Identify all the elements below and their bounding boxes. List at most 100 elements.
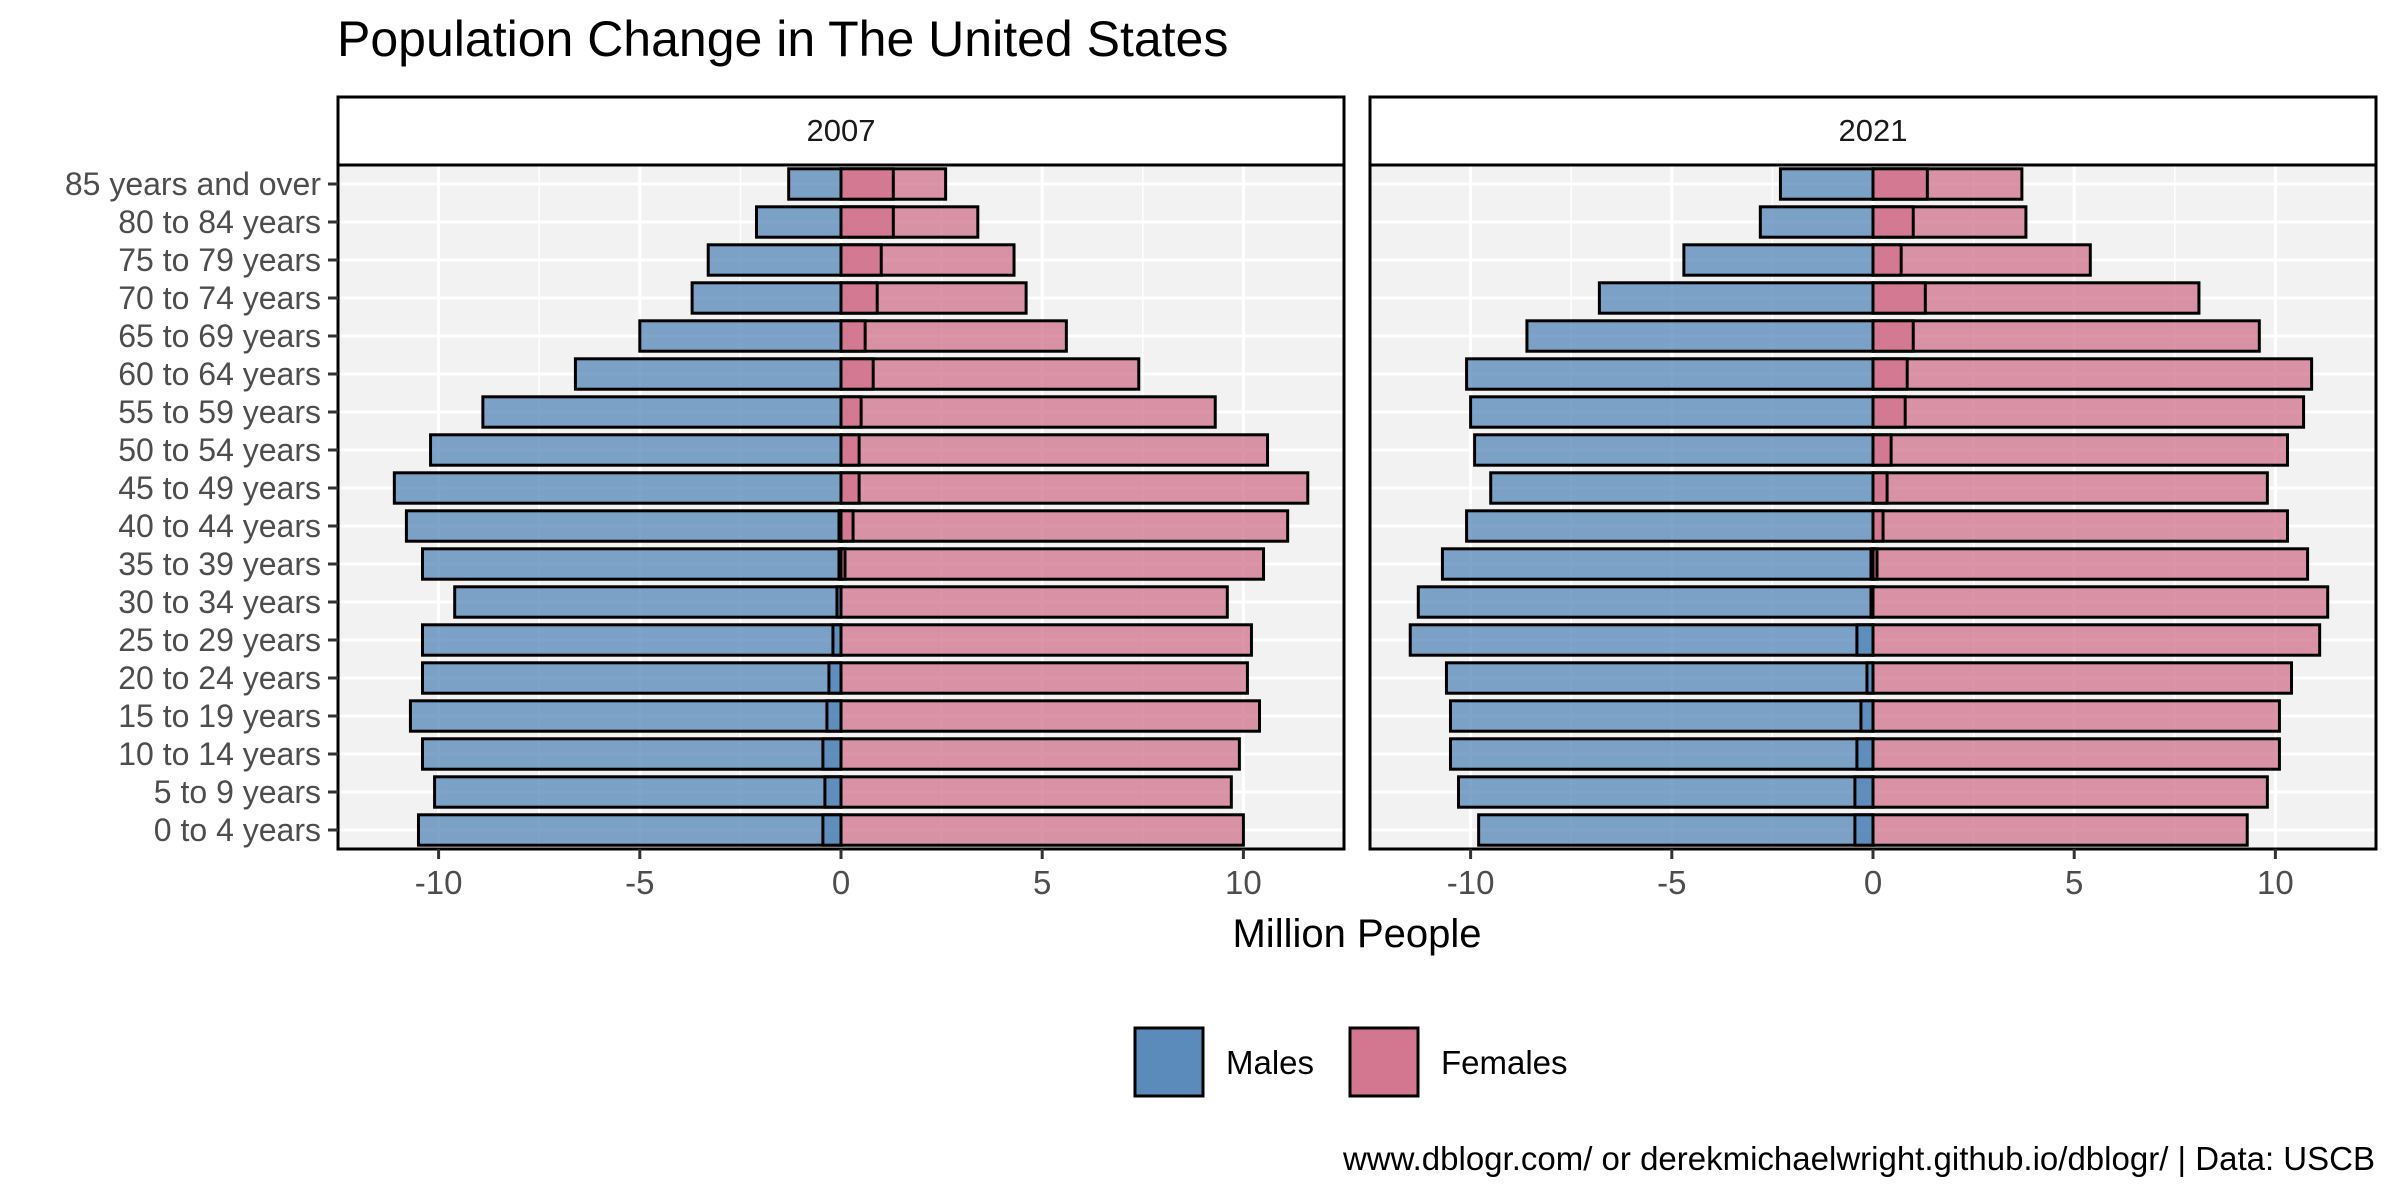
legend-key-males (1133, 1026, 1205, 1098)
overlay-males-2007-5 (831, 623, 843, 657)
bar-females-2007-4 (839, 661, 1249, 695)
overlay-females-2021-12 (1871, 357, 1909, 391)
y-tick-label: 50 to 54 years (118, 432, 321, 468)
strip-box (336, 95, 1346, 167)
bar-females-2007-0 (839, 813, 1245, 847)
bar-males-2007-16 (754, 205, 843, 239)
bar-females-2007-3 (839, 699, 1261, 733)
overlay-males-2021-3 (1859, 699, 1875, 733)
bar-females-2021-5 (1871, 623, 2322, 657)
overlay-males-2021-0 (1853, 813, 1875, 847)
bar-males-2021-6 (1416, 585, 1875, 619)
bar-males-2007-5 (421, 623, 843, 657)
bar-females-2007-7 (839, 547, 1266, 581)
bar-males-2007-7 (421, 547, 843, 581)
overlay-males-2021-1 (1853, 775, 1875, 809)
bar-females-2021-7 (1871, 547, 2310, 581)
panel-2021: 2021 -10 -5 0 5 10 (1368, 95, 2378, 901)
x-tick-label: -5 (625, 864, 654, 901)
bar-males-2007-0 (416, 813, 843, 847)
y-tick-label: 45 to 49 years (118, 470, 321, 506)
bar-males-2021-12 (1465, 357, 1875, 391)
x-tick-label: 0 (832, 864, 850, 901)
y-tick-label: 85 years and over (65, 166, 322, 202)
bar-males-2007-14 (690, 281, 843, 315)
overlay-females-2021-15 (1871, 243, 1903, 277)
bar-males-2007-3 (408, 699, 843, 733)
overlay-females-2007-15 (839, 243, 883, 277)
bar-males-2021-10 (1473, 433, 1875, 467)
y-tick-label: 40 to 44 years (118, 508, 321, 544)
y-tick-label: 75 to 79 years (118, 242, 321, 278)
x-tick-label: -5 (1657, 864, 1686, 901)
strip-label-2007: 2007 (807, 113, 876, 148)
legend-label-females: Females (1441, 1044, 1568, 1081)
bar-females-2007-5 (839, 623, 1253, 657)
x-axis-title: Million People (1232, 912, 1481, 956)
bar-males-2021-8 (1465, 509, 1875, 543)
bar-females-2021-6 (1871, 585, 2330, 619)
bar-females-2021-0 (1871, 813, 2249, 847)
overlay-males-2007-3 (825, 699, 843, 733)
bar-males-2007-17 (787, 167, 843, 201)
overlay-males-2007-4 (827, 661, 843, 695)
x-tick-label: 5 (2065, 864, 2083, 901)
y-tick-label: 0 to 4 years (154, 812, 321, 848)
bar-females-2021-2 (1871, 737, 2281, 771)
overlay-females-2007-13 (839, 319, 867, 353)
bar-males-2007-10 (429, 433, 843, 467)
overlay-males-2007-6 (835, 585, 843, 619)
bar-males-2007-1 (433, 775, 843, 809)
bar-males-2021-7 (1440, 547, 1875, 581)
bar-males-2007-9 (392, 471, 843, 505)
legend-key-females (1348, 1026, 1420, 1098)
bar-males-2007-8 (404, 509, 843, 543)
overlay-females-2021-16 (1871, 205, 1915, 239)
bar-males-2021-11 (1469, 395, 1875, 429)
legend: Males Females (1133, 1026, 1568, 1098)
bar-males-2021-5 (1408, 623, 1875, 657)
bar-males-2007-11 (481, 395, 843, 429)
chart-caption: www.dblogr.com/ or derekmichaelwright.gi… (1342, 1140, 2375, 1177)
bar-females-2007-6 (839, 585, 1229, 619)
overlay-males-2021-4 (1865, 661, 1875, 695)
bar-males-2021-0 (1477, 813, 1875, 847)
y-tick-label: 25 to 29 years (118, 622, 321, 658)
bar-males-2021-14 (1597, 281, 1875, 315)
bar-females-2007-9 (839, 471, 1310, 505)
overlay-females-2021-10 (1871, 433, 1893, 467)
bar-males-2007-6 (453, 585, 843, 619)
bar-males-2007-4 (421, 661, 843, 695)
overlay-males-2021-2 (1855, 737, 1875, 771)
y-tick-label: 70 to 74 years (118, 280, 321, 316)
overlay-females-2021-17 (1871, 167, 1929, 201)
bar-females-2007-12 (839, 357, 1141, 391)
strip-label-2021: 2021 (1839, 113, 1908, 148)
bar-females-2021-11 (1871, 395, 2306, 429)
bar-females-2021-3 (1871, 699, 2281, 733)
bar-males-2021-3 (1448, 699, 1875, 733)
overlay-females-2007-9 (839, 471, 861, 505)
y-tick-label: 80 to 84 years (118, 204, 321, 240)
y-tick-label: 60 to 64 years (118, 356, 321, 392)
bar-males-2021-1 (1457, 775, 1875, 809)
bar-males-2021-2 (1448, 737, 1875, 771)
bar-females-2021-10 (1871, 433, 2289, 467)
overlay-females-2021-7 (1871, 547, 1879, 581)
bar-females-2007-1 (839, 775, 1233, 809)
bar-males-2007-15 (706, 243, 843, 277)
bar-females-2007-2 (839, 737, 1241, 771)
overlay-females-2007-8 (839, 509, 855, 543)
bar-males-2021-16 (1758, 205, 1875, 239)
overlay-males-2007-0 (821, 813, 843, 847)
overlay-females-2007-17 (839, 167, 895, 201)
overlay-females-2007-12 (839, 357, 875, 391)
overlay-females-2021-9 (1871, 471, 1889, 505)
overlay-females-2007-11 (839, 395, 863, 429)
bar-males-2007-13 (638, 319, 843, 353)
panel-2007: 2007 -10 -5 0 5 10 (336, 95, 1346, 901)
overlay-females-2021-8 (1871, 509, 1885, 543)
bar-males-2021-9 (1489, 471, 1875, 505)
